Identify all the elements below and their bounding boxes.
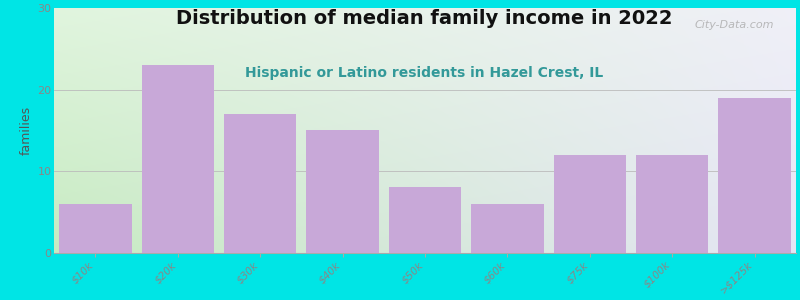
Bar	[471, 204, 544, 253]
Bar	[224, 114, 297, 253]
Bar	[142, 65, 214, 253]
Bar	[59, 204, 132, 253]
Bar	[389, 188, 462, 253]
Text: Hispanic or Latino residents in Hazel Crest, IL: Hispanic or Latino residents in Hazel Cr…	[245, 66, 603, 80]
Bar	[636, 155, 709, 253]
Bar	[718, 98, 791, 253]
Y-axis label: families: families	[20, 106, 33, 155]
Bar	[306, 130, 379, 253]
Text: City-Data.com: City-Data.com	[694, 20, 774, 30]
Bar	[554, 155, 626, 253]
Text: Distribution of median family income in 2022: Distribution of median family income in …	[176, 9, 672, 28]
